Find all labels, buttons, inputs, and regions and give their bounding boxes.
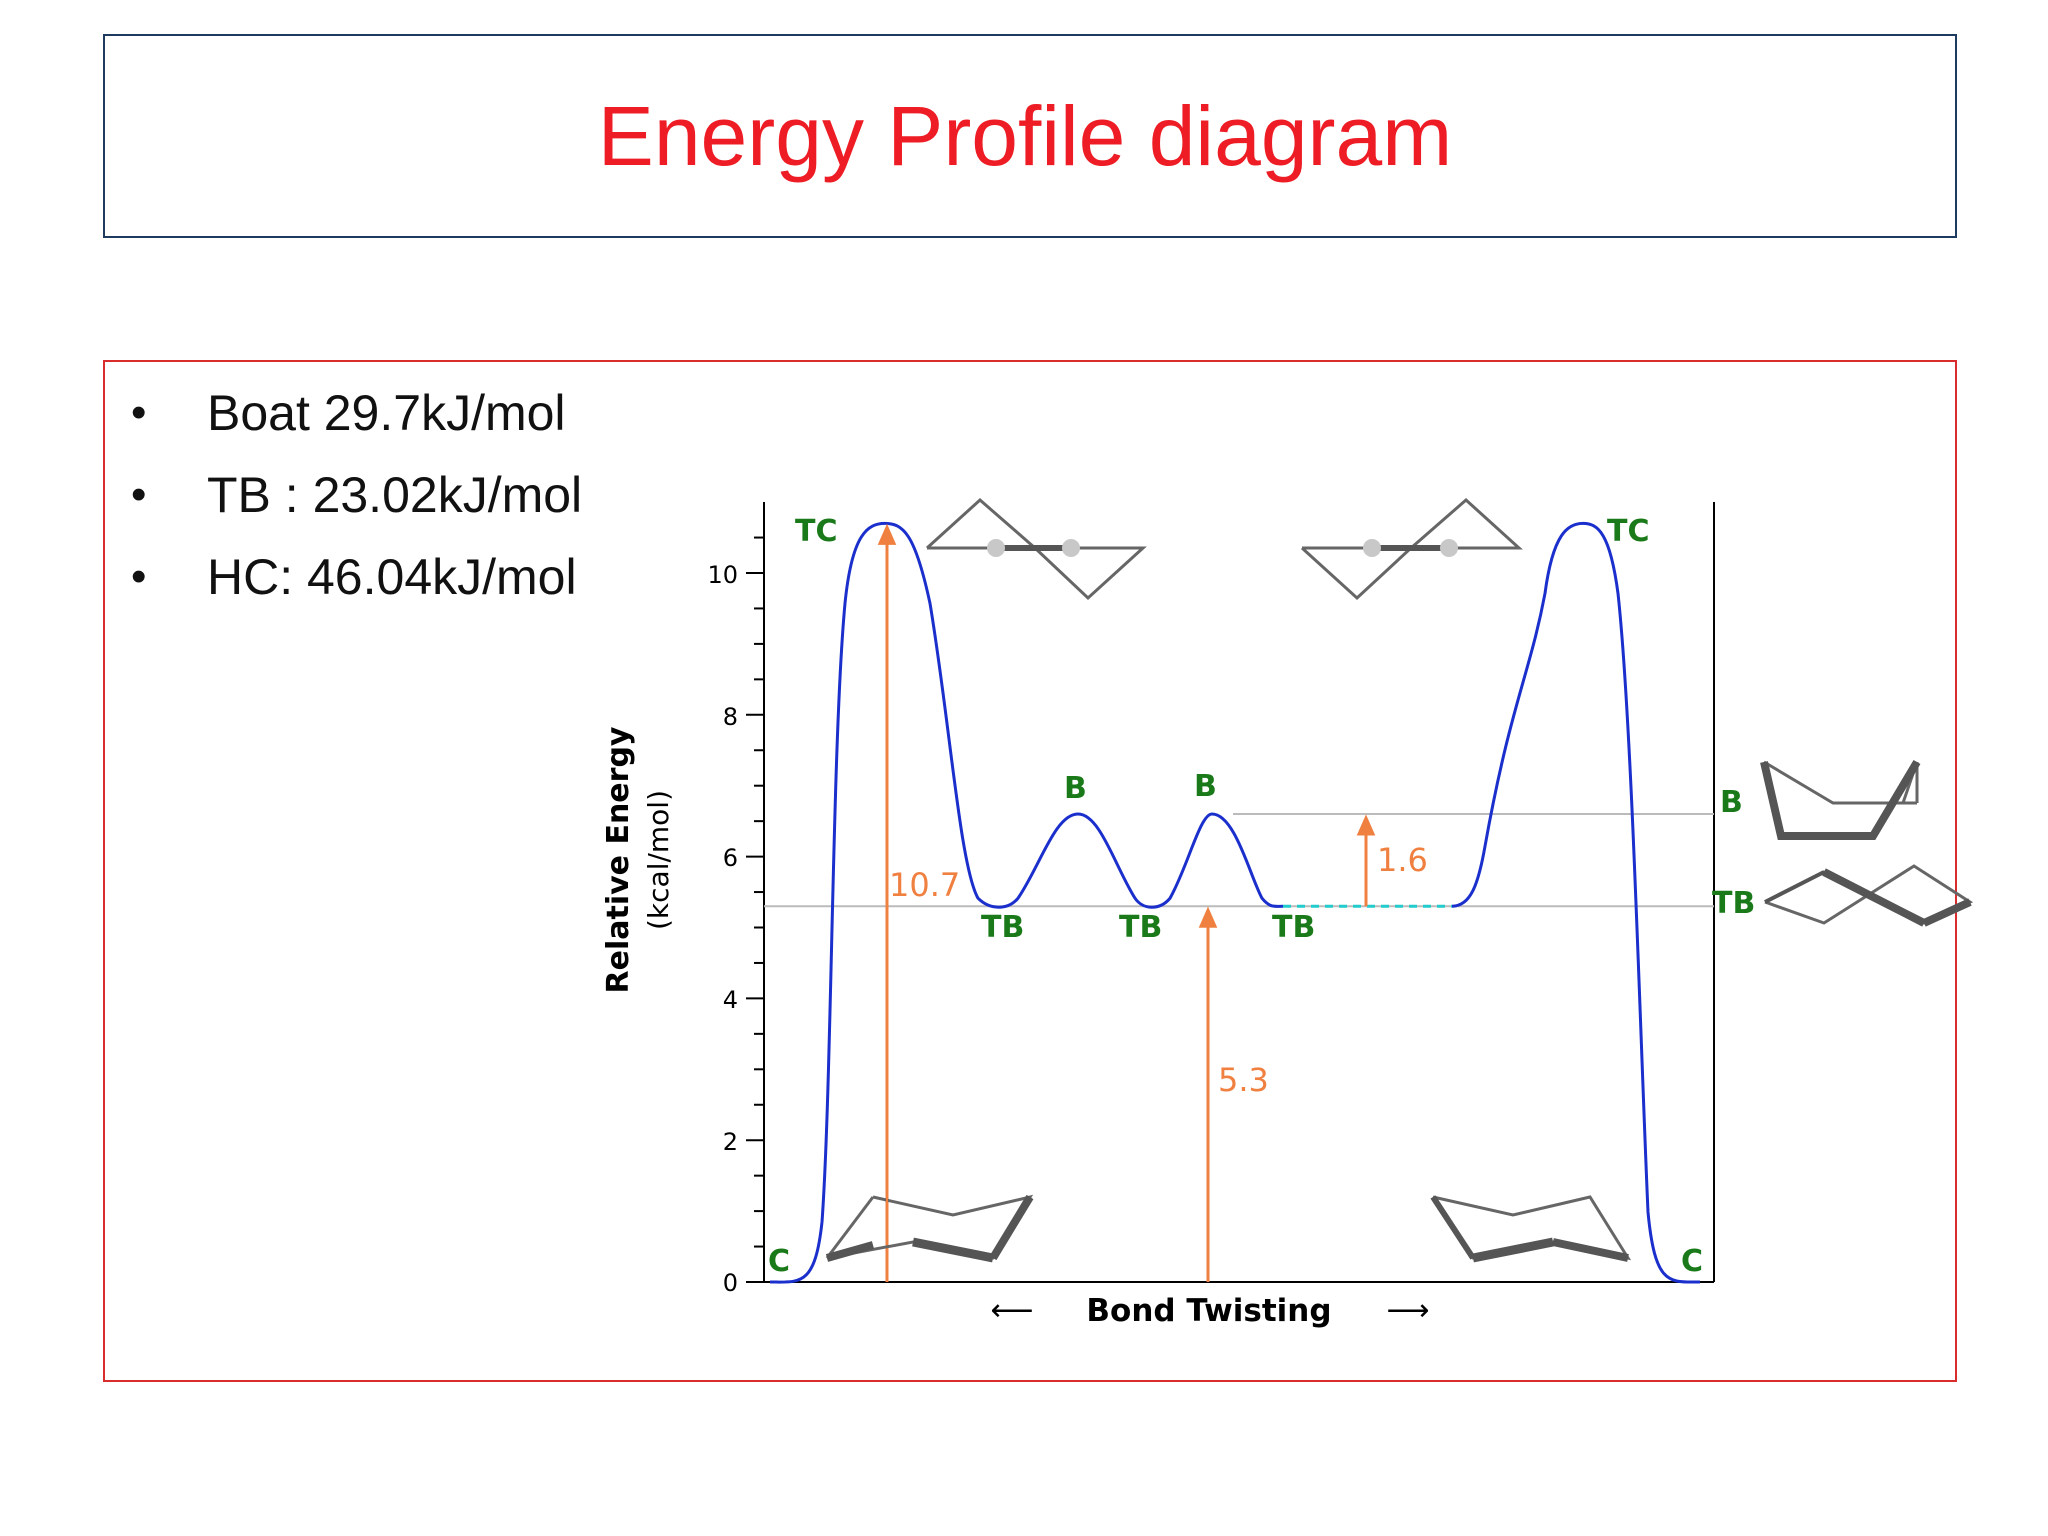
chair-molecule-right [1430, 1195, 1632, 1263]
slide-title: Energy Profile diagram [597, 88, 1453, 183]
bullet-list: • Boat 29.7kJ/mol • TB : 23.02kJ/mol • H… [131, 372, 582, 618]
energy-guides [764, 813, 1714, 908]
y-tick-label: 6 [723, 844, 738, 872]
bullet-glyph: • [131, 388, 147, 437]
x-axis-label: Bond Twisting [1086, 1293, 1331, 1329]
state-label-c-left: C [768, 1244, 790, 1279]
bullet-glyph: • [131, 552, 147, 601]
state-label-tb2: TB [1119, 910, 1162, 945]
twist-boat-molecule [1764, 864, 1974, 927]
state-label-b-side: B [1720, 785, 1743, 820]
state-label-c-right: C [1681, 1244, 1703, 1279]
bullet-text: HC: 46.04kJ/mol [207, 549, 577, 605]
energy-arrows [877, 523, 1376, 1282]
bullet-item: • Boat 29.7kJ/mol [131, 372, 582, 454]
state-label-tb1: TB [981, 910, 1024, 945]
boat-molecule [1760, 759, 1921, 840]
title-box: Energy Profile diagram [103, 34, 1957, 238]
energy-curve [769, 521, 1701, 1284]
y-tick-label: 0 [723, 1269, 738, 1297]
y-axis-title: Relative Energy (kcal/mol) [601, 726, 675, 993]
state-label-tb3: TB [1272, 910, 1315, 945]
bullet-text: Boat 29.7kJ/mol [207, 385, 566, 441]
bullet-item: • TB : 23.02kJ/mol [131, 454, 582, 536]
tb-energy-arrowhead [1198, 906, 1218, 928]
barrier-value: 10.7 [889, 866, 960, 904]
x-axis-arrow-right: ⟶ [1386, 1293, 1429, 1328]
tb-boat-value: 1.6 [1377, 841, 1428, 879]
x-axis-arrow-left: ⟵ [990, 1293, 1033, 1328]
state-labels: C C TC TC B B TB TB TB B TB [768, 514, 1755, 1279]
y-axis-ticks [746, 536, 764, 1283]
y-tick-labels: 0 2 4 6 8 10 [707, 561, 738, 1297]
content-box: • Boat 29.7kJ/mol • TB : 23.02kJ/mol • H… [103, 360, 1957, 1382]
state-label-tc-right: TC [1607, 514, 1649, 549]
state-label-b2: B [1194, 769, 1217, 804]
half-chair-molecule-right [1300, 497, 1523, 601]
state-label-tc-left: TC [795, 514, 837, 549]
state-label-b1: B [1064, 771, 1087, 806]
barrier-arrowhead [877, 523, 897, 545]
y-axis-label: Relative Energy [601, 726, 636, 993]
y-tick-label: 2 [723, 1128, 738, 1156]
chair-molecule-left [825, 1194, 1034, 1263]
y-tick-label: 4 [723, 986, 738, 1014]
tb-energy-value: 5.3 [1218, 1061, 1269, 1099]
bullet-glyph: • [131, 470, 147, 519]
bullet-text: TB : 23.02kJ/mol [207, 467, 583, 523]
y-tick-label: 10 [707, 561, 738, 589]
half-chair-molecule-left [925, 497, 1147, 601]
tb-boat-arrowhead [1356, 814, 1376, 836]
bullet-item: • HC: 46.04kJ/mol [131, 536, 582, 618]
state-label-tb-side: TB [1712, 886, 1755, 921]
y-axis-unit: (kcal/mol) [642, 790, 675, 930]
y-tick-label: 8 [723, 703, 738, 731]
arrow-value-labels: 10.7 5.3 1.6 [889, 841, 1428, 1099]
